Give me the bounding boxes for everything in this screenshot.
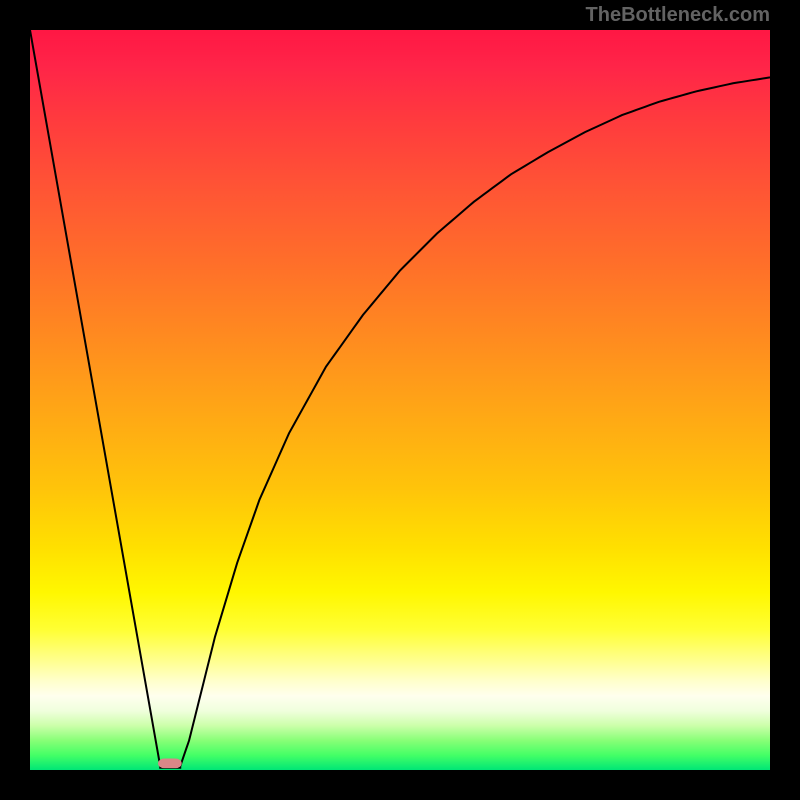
plot-area <box>30 30 770 770</box>
curve-overlay <box>30 30 770 770</box>
watermark-text: TheBottleneck.com <box>586 4 770 27</box>
bottleneck-chart: TheBottleneck.com <box>0 0 800 800</box>
bottleneck-curve <box>30 30 770 768</box>
valley-marker <box>158 759 182 769</box>
